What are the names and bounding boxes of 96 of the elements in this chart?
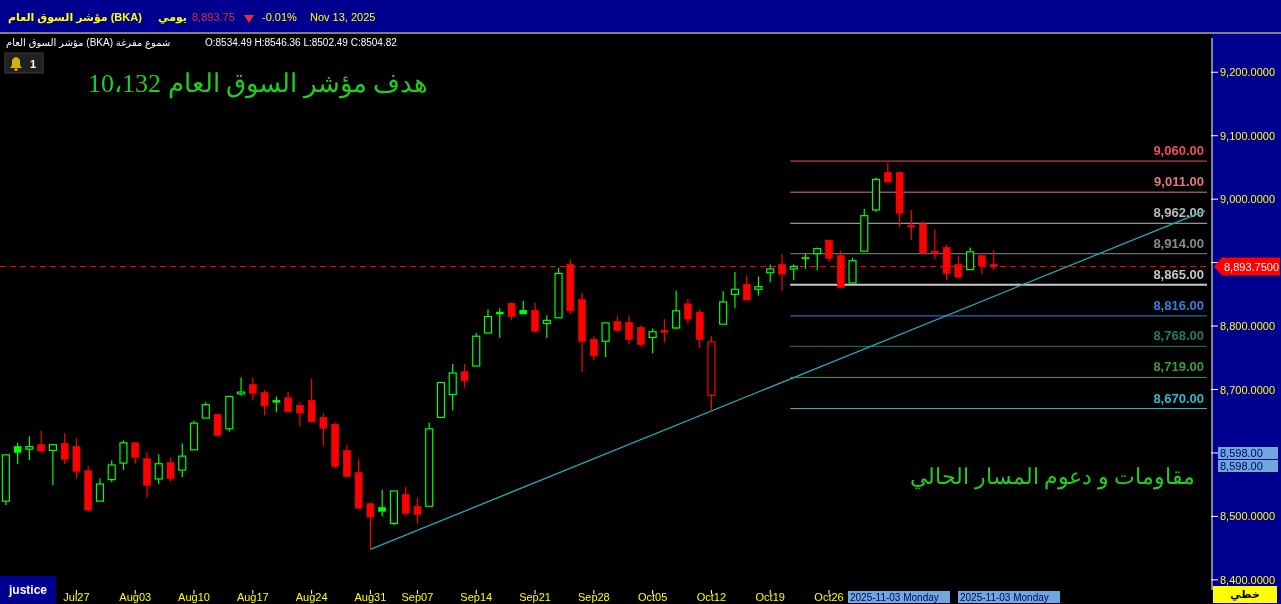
text: Nov 13, 2025 [310,11,376,23]
y-tick-label: 8,800.0000 [1220,320,1276,333]
candlestick [483,308,493,334]
candlestick [131,442,140,465]
candlestick [730,271,740,309]
x-tick-label: Aug03 [119,591,152,603]
candlestick [590,335,598,361]
candlestick [660,318,669,344]
candlestick [154,453,163,485]
x-tick-label: Oct26 [814,591,844,603]
x-tick-label: Aug24 [295,591,328,603]
candlestick [672,289,681,330]
candlestick [401,486,410,516]
candlestick [719,290,728,325]
x-tick-label: Aug17 [236,591,269,603]
annotation: مؤشر السوق العام (BKA) شموع مفرغة [6,37,171,49]
ref-line-label: 8,719.00 [1153,359,1204,375]
text: يومي [158,11,187,24]
candlestick [366,501,375,550]
candlestick [48,444,58,486]
text: 2025-11-03 Monday [850,591,939,603]
chart-title: مؤشر السوق العام (BKA) [8,11,143,24]
ref-line-label: 8,670.00 [1153,390,1204,406]
text: خطي [1230,588,1260,602]
candlestick [107,459,116,483]
x-tick-label: Aug10 [178,591,210,603]
candlestick [236,376,246,397]
candlestick [448,363,457,412]
candlestick [378,489,386,517]
candlestick [884,161,892,183]
candlestick [119,439,128,471]
x-tick-label: Aug31 [354,591,387,603]
candlestick [813,246,822,271]
y-tick-label: 8,400.0000 [1220,573,1276,586]
ref-line-label: 8,962.00 [1153,205,1204,221]
candlestick [531,301,539,333]
y-tick-label: 9,000.0000 [1220,193,1276,206]
candlestick [95,477,105,502]
ref-line-label: 9,060.00 [1153,143,1204,159]
candlestick [307,378,316,423]
annotation: 1 [30,58,37,70]
x-tick-label: Oct12 [696,591,727,603]
x-tick-label: Sep14 [460,591,493,603]
x-tick-label: Oct05 [637,591,668,603]
candlestick [260,389,269,417]
ref-line-label: 8,768.00 [1153,328,1204,344]
candlestick [754,275,763,297]
candlestick [413,496,422,524]
candlestick [742,274,751,301]
candlestick [60,432,69,465]
candlestick [648,327,657,354]
text: -0.01% [262,11,298,23]
ref-line-label: 8,893.7500 [1224,260,1280,273]
candlestick [249,376,257,401]
annotation: justice [7,583,48,598]
ref-line-label: 8,914.00 [1153,235,1204,251]
text: 2025-11-03 Monday [960,591,1049,603]
candlestick [37,430,45,452]
candlestick [848,256,857,284]
annotation: O:8534.49 H:8546.36 L:8502.49 C:8504.82 [205,37,398,48]
candlestick [495,307,504,339]
candlestick [825,238,833,263]
candlestick [601,322,610,358]
candlestick [684,298,692,325]
candlestick [13,442,22,465]
candlestick [931,229,939,261]
y-tick-label: 8,700.0000 [1220,383,1276,396]
candlestick [296,401,304,427]
text: 8,598.00 [1220,459,1263,472]
text: 8,598.00 [1220,446,1263,459]
ref-line-label: 8,816.00 [1153,297,1204,313]
ref-line-label: 8,865.00 [1153,266,1204,282]
candlestick [319,413,328,446]
y-tick-label: 8,500.0000 [1220,510,1276,523]
x-tick-label: Sep21 [519,591,551,603]
annotation: مقاومات و دعوم المسار الحالي [910,464,1195,490]
candlestick [778,253,786,292]
text: 8,893.75 [192,11,235,23]
annotation: هدف مؤشر السوق العام 10،132 [88,69,428,99]
y-tick-label: 9,200.0000 [1220,66,1276,79]
candlestick [25,435,34,461]
x-tick-label: Oct19 [755,591,785,603]
candlestick [966,246,975,271]
candlestick [625,314,633,346]
x-tick-label: Jul27 [63,591,90,603]
candlestick [178,442,187,478]
candlestick [907,209,916,241]
candlestick [637,324,645,347]
candlestick [166,456,175,483]
x-tick-label: Sep07 [401,591,434,603]
ref-line-label: 9,011.00 [1154,174,1204,190]
candlestick [989,249,998,271]
candlestick [460,363,469,389]
x-tick-label: Sep28 [577,591,610,603]
y-tick-label: 9,100.0000 [1220,129,1276,142]
candlestick [542,314,551,339]
